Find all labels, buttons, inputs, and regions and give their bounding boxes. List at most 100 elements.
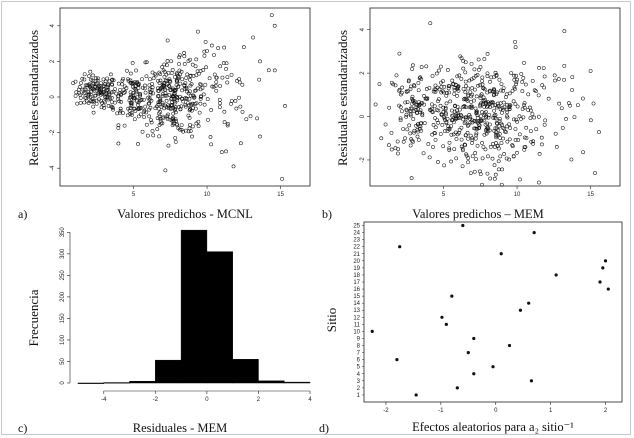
scatter-point xyxy=(218,101,222,106)
scatter-point xyxy=(436,160,440,164)
scatter-point xyxy=(507,104,512,109)
scatter-point xyxy=(191,101,195,106)
scatter-point xyxy=(206,117,210,122)
y-tick-label: 150 xyxy=(60,313,66,324)
scatter-point xyxy=(486,154,490,159)
scatter-point xyxy=(147,114,152,119)
y-tick-label: 250 xyxy=(60,270,66,281)
scatter-point xyxy=(510,88,515,93)
scatter-point xyxy=(196,29,200,34)
scatter-point xyxy=(455,74,460,79)
scatter-point xyxy=(99,99,103,103)
scatter-point xyxy=(485,71,490,76)
scatter-point xyxy=(494,105,499,110)
scatter-point xyxy=(149,118,153,122)
scatter-point xyxy=(472,87,477,92)
scatter-point xyxy=(528,129,533,133)
scatter-point xyxy=(498,101,503,106)
scatter-point xyxy=(562,29,567,34)
scatter-point xyxy=(507,122,512,127)
scatter-point xyxy=(248,114,253,119)
random-effect-point xyxy=(603,259,608,263)
scatter-point xyxy=(201,68,206,72)
scatter-point xyxy=(422,121,427,126)
scatter-point xyxy=(468,116,472,121)
scatter-point xyxy=(442,163,447,168)
scatter-point xyxy=(197,110,202,115)
scatter-point xyxy=(258,59,262,64)
scatter-point xyxy=(203,82,208,87)
scatter-point xyxy=(436,120,441,125)
random-effect-point xyxy=(527,301,531,305)
scatter-point xyxy=(85,99,89,104)
scatter-point xyxy=(475,73,480,77)
scatter-point xyxy=(198,97,203,101)
scatter-point xyxy=(444,120,449,125)
scatter-point xyxy=(474,131,479,136)
plot-box-a xyxy=(59,7,311,187)
scatter-point xyxy=(194,73,199,78)
y-tick-label: 2 xyxy=(50,59,56,63)
scatter-point xyxy=(172,88,177,93)
scatter-point xyxy=(416,88,421,93)
scatter-point xyxy=(520,89,525,94)
scatter-point xyxy=(485,52,490,56)
scatter-point xyxy=(480,156,485,161)
scatter-point xyxy=(540,83,545,88)
scatter-point xyxy=(186,101,190,106)
scatter-point xyxy=(233,99,238,103)
y-tick-label: 19 xyxy=(353,266,360,272)
scatter-point xyxy=(229,72,234,77)
scatter-point xyxy=(148,77,152,82)
scatter-point xyxy=(433,83,438,88)
scatter-point xyxy=(498,107,503,112)
scatter-point xyxy=(198,82,203,86)
scatter-point xyxy=(464,84,468,88)
scatter-point xyxy=(83,91,88,95)
scatter-point xyxy=(424,64,429,69)
scatter-point xyxy=(476,83,480,88)
scatter-point xyxy=(412,109,417,114)
scatter-point xyxy=(411,139,415,144)
scatter-point xyxy=(150,129,155,133)
scatter-point xyxy=(501,88,506,93)
scatter-point xyxy=(511,117,516,122)
scatter-point xyxy=(593,171,597,175)
scatter-point xyxy=(202,49,207,54)
histogram-bar xyxy=(180,229,208,384)
scatter-point xyxy=(445,91,449,95)
scatter-point xyxy=(74,90,79,95)
y-tick-label: 12 xyxy=(353,315,360,321)
scatter-point xyxy=(449,118,454,122)
scatter-point xyxy=(174,71,179,76)
scatter-point xyxy=(453,103,457,108)
scatter-point xyxy=(177,53,182,58)
scatter-point xyxy=(138,112,143,117)
scatter-point xyxy=(495,144,500,148)
scatter-point xyxy=(478,104,482,109)
histogram-bar xyxy=(155,359,182,384)
axes-c: 0 50 100 150 200 250 300 350 -4 -2 0 2 4 xyxy=(60,227,312,403)
scatter-point xyxy=(165,38,170,43)
y-tick-label: 7 xyxy=(357,351,361,357)
scatter-point xyxy=(163,168,168,173)
scatter-point xyxy=(131,91,136,95)
scatter-point xyxy=(514,73,518,78)
scatter-point xyxy=(597,130,601,135)
scatter-point xyxy=(130,112,134,117)
scatter-point xyxy=(280,177,284,181)
scatter-point xyxy=(231,164,236,169)
scatter-point xyxy=(483,147,488,152)
scatter-point xyxy=(188,129,193,133)
scatter-point xyxy=(182,54,187,59)
scatter-point xyxy=(102,98,107,103)
scatter-point xyxy=(512,85,517,90)
scatter-point xyxy=(132,117,137,122)
scatter-point xyxy=(138,98,143,103)
scatter-point xyxy=(504,92,509,97)
scatter-point xyxy=(463,143,468,147)
scatter-point xyxy=(531,139,536,144)
scatter-point xyxy=(389,147,394,152)
scatter-point xyxy=(188,93,193,98)
scatter-point xyxy=(398,118,403,122)
